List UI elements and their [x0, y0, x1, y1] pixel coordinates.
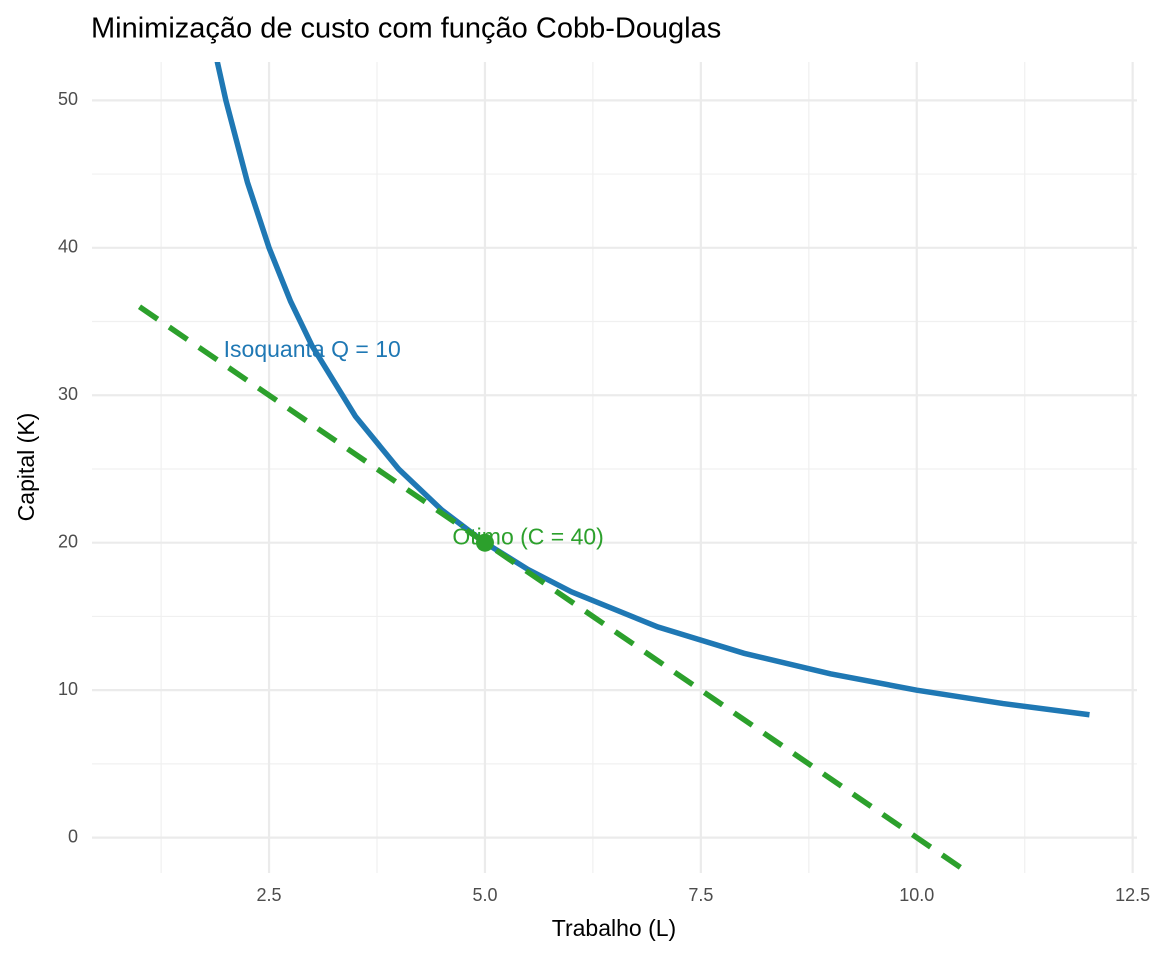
x-tick-label: 2.5: [257, 885, 282, 905]
y-tick-label: 20: [58, 531, 78, 551]
y-axis-title: Capital (K): [13, 413, 39, 522]
x-tick-label: 7.5: [688, 885, 713, 905]
plot-area: [137, 62, 1090, 873]
y-tick-label: 10: [58, 679, 78, 699]
grid: [92, 62, 1137, 873]
x-tick-label: 12.5: [1115, 885, 1150, 905]
chart-title: Minimização de custo com função Cobb-Dou…: [91, 13, 721, 45]
y-tick-label: 0: [68, 826, 78, 846]
y-tick-label: 30: [58, 384, 78, 404]
annotation: Isoquanta Q = 10: [224, 336, 401, 362]
optimum-point: [475, 533, 494, 552]
x-tick-label: 5.0: [472, 885, 497, 905]
series-line: [137, 304, 971, 873]
annotation: Ótimo (C = 40): [452, 523, 603, 549]
series-line: [214, 62, 1090, 718]
x-tick-label: 10.0: [899, 885, 934, 905]
y-tick-label: 40: [58, 237, 78, 257]
x-axis-title: Trabalho (L): [552, 915, 676, 941]
y-tick-label: 50: [58, 89, 78, 109]
